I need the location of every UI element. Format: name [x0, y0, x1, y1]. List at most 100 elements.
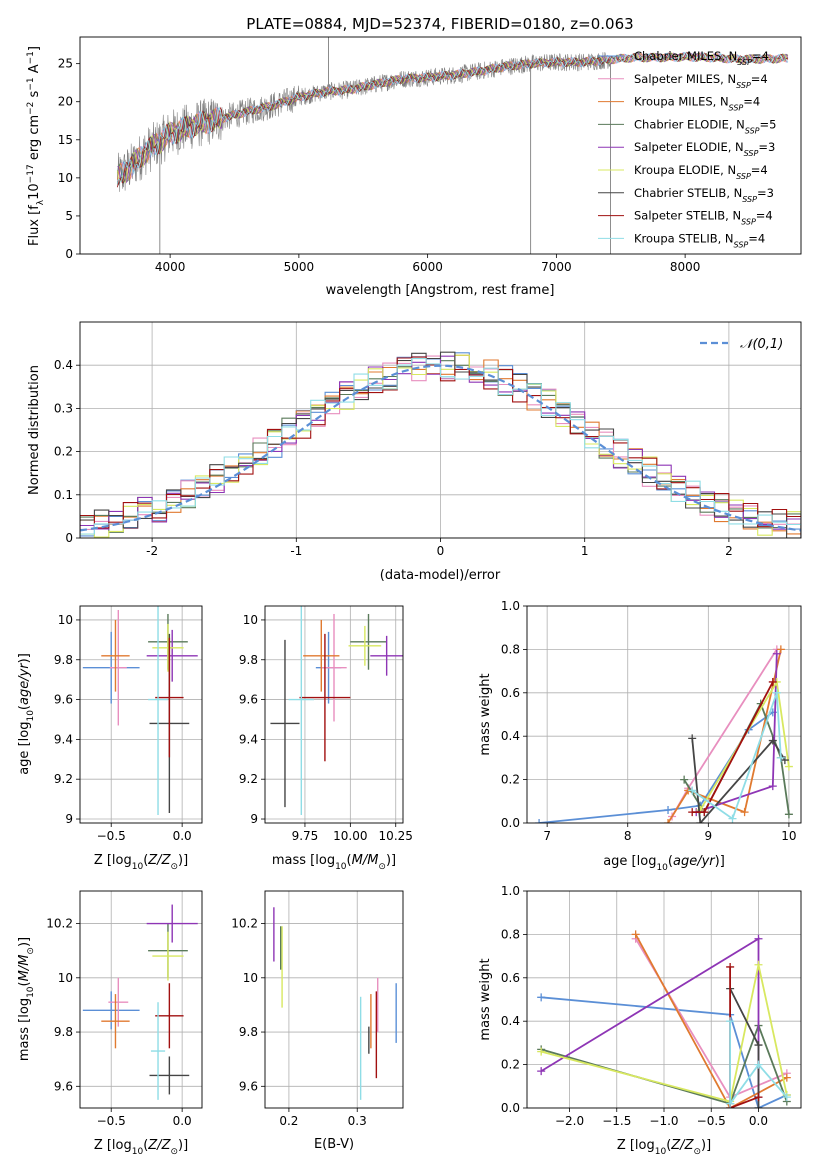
- x-tick-label: 7000: [541, 260, 572, 274]
- y-tick-label: 9.4: [54, 732, 73, 746]
- y-axis-label: age [log10(age/yr)]: [17, 653, 36, 775]
- axes-frame: [264, 890, 404, 1109]
- mass-weight-marker: [537, 993, 546, 1002]
- spectrum-legend: Chabrier MILES, NSSP=4 Salpeter MILES, NS…: [598, 49, 776, 249]
- x-tick-label: 8: [624, 829, 632, 843]
- mass-vs-extinction-axes-plot: [265, 891, 403, 1108]
- mass-weight-marker: [754, 960, 763, 969]
- x-tick-label: 7: [543, 829, 551, 843]
- legend-entry: 𝒩(0,1): [740, 337, 783, 352]
- axes-frame: [79, 890, 203, 1109]
- mass-weight-marker: [772, 649, 781, 658]
- axes-frame: [526, 605, 802, 824]
- errorbar-marker: [370, 635, 403, 676]
- errorbar-marker: [101, 994, 130, 1049]
- x-axis-label: Z [log10(Z/Z⊙)]: [94, 1138, 188, 1157]
- normal-reference-curve: [80, 364, 801, 532]
- y-tick-label: 25: [58, 57, 73, 71]
- errorbar-marker: [270, 639, 300, 808]
- legend-entry: Kroupa MILES, NSSP=4: [634, 95, 760, 113]
- errorbar-marker: [288, 606, 315, 816]
- y-tick-label: 10: [58, 171, 73, 185]
- axes-frame: [79, 321, 802, 539]
- y-tick-label: 9.6: [239, 1079, 258, 1093]
- x-tick-label: −0.5: [97, 829, 126, 843]
- errorbar-marker: [82, 991, 140, 1030]
- x-tick-label: −1.5: [602, 1114, 631, 1128]
- y-tick-label: 20: [58, 95, 73, 109]
- mass-weight-marker: [784, 810, 793, 819]
- mass-weight-marker: [754, 1041, 763, 1050]
- mass-weight-line: [691, 738, 786, 823]
- legend-entry: Chabrier STELIB, NSSP=3: [634, 186, 774, 204]
- x-tick-label: 0.0: [173, 1114, 192, 1128]
- mass-weight-marker: [726, 1099, 735, 1108]
- mass-weight-marker: [780, 756, 789, 765]
- y-tick-label: 0.3: [54, 401, 73, 415]
- mass-weight-marker: [754, 1104, 763, 1108]
- x-tick-label: -1: [290, 544, 302, 558]
- x-tick-label: 10: [781, 829, 796, 843]
- errorbar-marker: [149, 1056, 190, 1095]
- y-tick-label: 10: [58, 971, 73, 985]
- mass-weight-marker: [728, 814, 737, 823]
- mass-weight-marker: [754, 1093, 763, 1102]
- x-tick-label: 9: [705, 829, 713, 843]
- x-tick-label: 4000: [155, 260, 186, 274]
- model-spectrum-line: [116, 52, 789, 186]
- residual-histogram-step: [80, 358, 801, 538]
- y-tick-label: 9.2: [239, 772, 258, 786]
- legend-entry: Kroupa STELIB, NSSP=4: [634, 231, 765, 249]
- y-tick-label: 0.2: [501, 1058, 520, 1072]
- mass-weight-marker: [700, 808, 709, 817]
- errorbar-marker: [155, 983, 184, 1049]
- mass-weight-marker: [776, 645, 785, 654]
- y-tick-label: 9.8: [239, 653, 258, 667]
- mass-vs-metallicity-axes: −0.5 0.0 9.6 9.8 10 10.2 Z [log10(Z/Z⊙)] mass […: [17, 890, 203, 1157]
- errorbar-marker: [152, 931, 184, 981]
- errorbar-marker: [146, 629, 198, 682]
- y-tick-label: 10: [243, 971, 258, 985]
- x-tick-label: 5000: [284, 260, 315, 274]
- mass-weight-marker: [768, 677, 777, 686]
- y-tick-label: 0.8: [501, 927, 520, 941]
- y-tick-label: 9.2: [54, 772, 73, 786]
- mass-weight-marker: [782, 1093, 791, 1102]
- mass-weight-marker: [754, 1060, 763, 1069]
- x-tick-label: 2: [725, 544, 733, 558]
- y-tick-label: 0.8: [501, 642, 520, 656]
- axes-frame: [264, 605, 404, 824]
- x-tick-label: 10.00: [333, 829, 367, 843]
- x-tick-label: −0.5: [97, 1114, 126, 1128]
- mass-weight-line: [729, 1021, 788, 1107]
- errorbar-marker: [109, 609, 127, 726]
- axes-frame: [79, 605, 203, 824]
- y-axis-label: mass weight: [478, 673, 493, 755]
- x-tick-label: 9.75: [292, 829, 319, 843]
- errorbar-marker: [101, 619, 130, 692]
- x-tick-label: 0.0: [749, 1114, 768, 1128]
- legend-entry: Chabrier MILES, NSSP=4: [634, 49, 769, 67]
- y-tick-label: 0.2: [54, 445, 73, 459]
- y-tick-label: 9: [250, 812, 258, 826]
- x-axis-label: (data-model)/error: [380, 568, 501, 583]
- errorbar-marker: [146, 904, 198, 943]
- x-tick-label: −0.5: [697, 1114, 726, 1128]
- y-tick-label: 9.6: [54, 693, 73, 707]
- x-axis-label: wavelength [Angstrom, rest frame]: [326, 283, 555, 298]
- x-axis-label: E(B-V): [314, 1137, 354, 1152]
- mass-weight-marker: [631, 930, 640, 939]
- mass-weight-marker: [664, 805, 673, 814]
- mass-weight-line: [691, 692, 782, 821]
- spectrum-axes: 4000 5000 6000 7000 8000 0 5 10 15 20 25 Chabrier M…: [26, 36, 802, 298]
- y-tick-label: 10: [58, 613, 73, 627]
- mass-vs-metallicity-axes-plot: [80, 891, 202, 1108]
- y-axis-label: Flux [fλ10−17 erg cm−2 s−1 A−1]: [26, 46, 46, 246]
- mass-weight-marker: [664, 819, 673, 823]
- mass-weight-marker: [768, 782, 777, 791]
- mass-weight-marker: [537, 1067, 546, 1076]
- y-tick-label: 9.8: [54, 653, 73, 667]
- errorbar-marker: [350, 613, 387, 670]
- y-tick-label: 9.6: [239, 693, 258, 707]
